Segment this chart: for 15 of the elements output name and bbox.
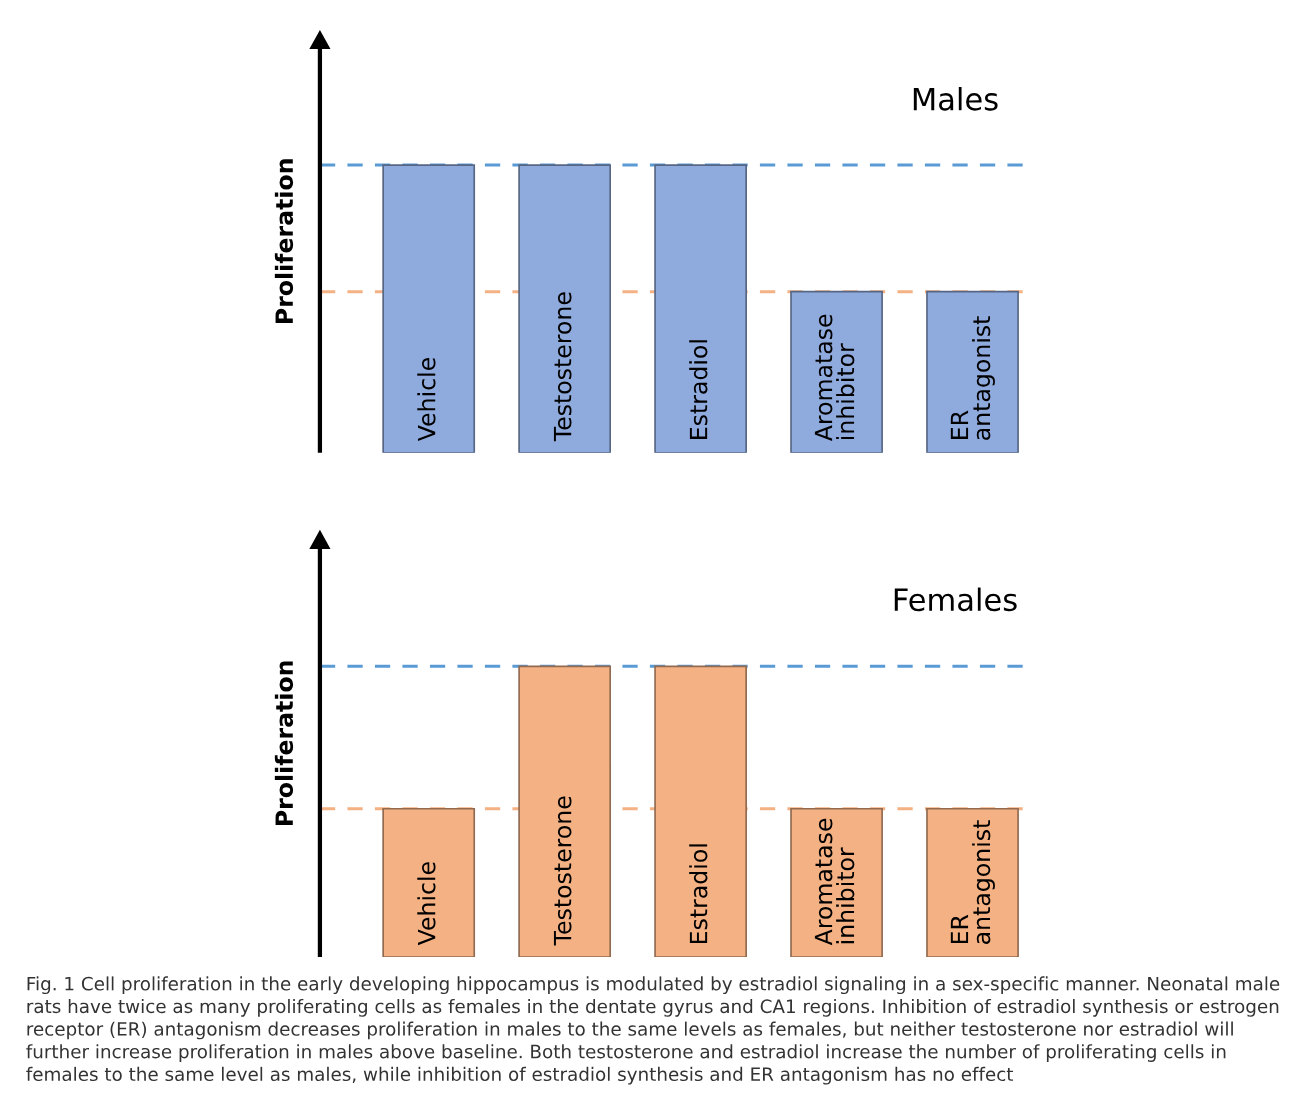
x-tick-label: Testosterone	[553, 796, 572, 946]
caption: Fig. 1 Cell proliferation in the early developing hippocampus is modulated by estradiol signaling in a sex-specific manner. Neonatal male rats have twice as many proliferating cells as females in the dentate gyrus and CA1 regions. Inhibition of estradiol synthesis or estrogen receptor (ER) antagonism decreases proliferation in males to the same levels as females, but neither testosterone nor estradiol will further increase proliferation in males above baseline. Both testosterone and estradiol increase the number of proliferating cells in females to the same level as males, while inhibition of estradiol synthesis and ER antagonism has no effect	[26, 976, 1280, 1085]
x-tick-label: Aromatase inhibitor	[814, 314, 855, 442]
y-axis-title: Proliferation	[274, 661, 294, 825]
x-tick-label: Estradiol	[689, 340, 708, 439]
y-axis-title: Proliferation	[274, 159, 294, 323]
x-tick-label: Testosterone	[553, 292, 572, 442]
chart-title: Males	[913, 86, 998, 111]
x-tick-label: Vehicle	[417, 358, 436, 442]
x-tick-label: Vehicle	[417, 862, 436, 946]
chart-title: Females	[894, 587, 1017, 612]
x-tick-label: ER antagonist	[950, 820, 995, 944]
x-tick-label: ER antagonist	[950, 316, 995, 440]
x-tick-label: Estradiol	[689, 844, 708, 944]
x-tick-label: Aromatase inhibitor	[814, 818, 855, 946]
